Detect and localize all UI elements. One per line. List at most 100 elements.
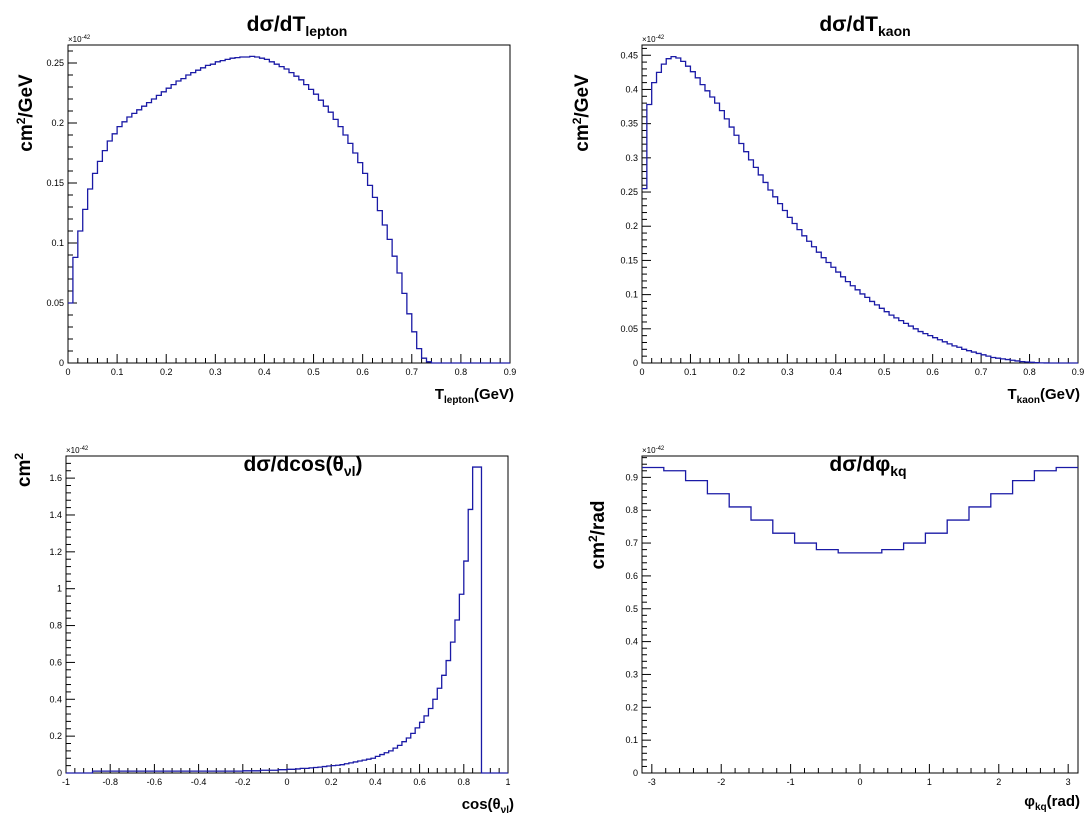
x-axis-label: φkq(rad) [1024, 793, 1080, 813]
y-tick-label: 1.4 [49, 510, 62, 520]
y-tick-label: 0 [633, 768, 638, 778]
y-multiplier-label: ×10-42 [642, 446, 665, 455]
x-axis-label: Tlepton(GeV) [435, 386, 514, 406]
x-tick-label: -1 [787, 777, 795, 787]
y-multiplier-label: ×10-42 [68, 35, 91, 44]
y-tick-label: 0 [57, 768, 62, 778]
x-tick-label: -0.6 [147, 777, 163, 787]
x-tick-label: 0.1 [111, 367, 124, 377]
chart-title: dσ/dTlepton [247, 13, 348, 39]
x-tick-label: 2 [996, 777, 1001, 787]
y-tick-label: 1 [57, 584, 62, 594]
x-tick-label: 0 [857, 777, 862, 787]
x-tick-label: 0.2 [325, 777, 338, 787]
x-tick-label: 0.5 [307, 367, 320, 377]
x-axis-label: cos(θνl) [462, 796, 514, 816]
y-tick-label: 0.15 [46, 178, 64, 188]
y-tick-label: 0.2 [51, 118, 64, 128]
plot-frame [65, 455, 509, 774]
x-tick-label: 0.3 [209, 367, 222, 377]
y-tick-label: 0.3 [625, 669, 638, 679]
y-tick-label: 0 [59, 358, 64, 368]
histogram-series [66, 466, 508, 774]
y-tick-label: 0.1 [625, 735, 638, 745]
y-tick-label: 1.6 [49, 473, 62, 483]
histogram-series [642, 55, 1078, 364]
chart-title: dσ/dφkq [829, 453, 906, 479]
histogram-series [68, 55, 510, 364]
x-tick-label: 0.2 [160, 367, 173, 377]
x-tick-label: 0.9 [504, 367, 517, 377]
x-tick-label: 0.8 [458, 777, 471, 787]
x-tick-label: 0.5 [878, 367, 891, 377]
x-tick-label: -1 [62, 777, 70, 787]
x-tick-label: 0.6 [926, 367, 939, 377]
x-tick-label: 0 [639, 367, 644, 377]
y-tick-label: 0.2 [49, 731, 62, 741]
y-tick-label: 0.6 [625, 571, 638, 581]
histogram-series [642, 466, 1078, 554]
y-tick-label: 0.8 [625, 505, 638, 515]
y-tick-label: 1.2 [49, 547, 62, 557]
x-tick-label: 0.6 [356, 367, 369, 377]
x-tick-label: 0.4 [830, 367, 843, 377]
y-axis-label: cm2/GeV [570, 74, 593, 152]
x-tick-label: 0 [65, 367, 70, 377]
chart-panel-2: 0 0.1 0.2 0.3 0.4 0.5 0.6 0.7 0.8 0.9 0 0.05 0.1 0.15… [570, 13, 1084, 406]
x-tick-label: 0.4 [369, 777, 382, 787]
x-tick-label: 1 [927, 777, 932, 787]
y-tick-label: 0.15 [620, 255, 638, 265]
x-tick-label: 0.6 [413, 777, 426, 787]
y-tick-label: 0.4 [49, 694, 62, 704]
y-axis-label: cm2/GeV [14, 74, 37, 152]
y-axis-label: cm2/rad [586, 500, 609, 569]
y-tick-label: 0.05 [46, 298, 64, 308]
y-tick-label: 0.35 [620, 119, 638, 129]
chart-panel-3: -1 -0.8 -0.6 -0.4 -0.2 0 0.2 0.4 0.6 0.8 1 0 0.2 0.4 0… [12, 446, 514, 816]
x-tick-label: 0.1 [684, 367, 697, 377]
y-tick-label: 0.2 [625, 221, 638, 231]
y-tick-label: 0 [633, 358, 638, 368]
x-tick-label: -0.8 [102, 777, 118, 787]
x-tick-label: 0.7 [975, 367, 988, 377]
y-tick-label: 0.6 [49, 657, 62, 667]
y-axis-label: cm2 [12, 453, 35, 487]
y-tick-label: 0.1 [51, 238, 64, 248]
y-tick-label: 0.3 [625, 153, 638, 163]
x-tick-label: 0.2 [733, 367, 746, 377]
chart-title: dσ/dTkaon [819, 13, 910, 39]
x-tick-label: 0 [284, 777, 289, 787]
x-tick-label: 1 [505, 777, 510, 787]
x-tick-label: 0.4 [258, 367, 271, 377]
x-tick-label: -3 [648, 777, 656, 787]
y-tick-label: 0.2 [625, 702, 638, 712]
chart-title: dσ/dcos(θνl) [243, 453, 362, 479]
plot-frame [641, 455, 1079, 774]
y-tick-label: 0.4 [625, 637, 638, 647]
x-axis-label: Tkaon(GeV) [1007, 386, 1080, 406]
y-tick-label: 0.4 [625, 84, 638, 94]
x-tick-label: 0.8 [455, 367, 468, 377]
plot-frame [641, 44, 1079, 364]
x-tick-label: -0.2 [235, 777, 251, 787]
y-multiplier-label: ×10-42 [642, 35, 665, 44]
y-tick-label: 0.8 [49, 621, 62, 631]
y-tick-label: 0.45 [620, 50, 638, 60]
y-tick-label: 0.25 [46, 58, 64, 68]
y-tick-label: 0.7 [625, 538, 638, 548]
y-tick-label: 0.05 [620, 324, 638, 334]
chart-panel-4: -3 -2 -1 0 1 2 3 0 0.1 0.2 0.3 0.4 0.5 0.6 0.7 0.8 0.9 ×1… [586, 446, 1080, 813]
plot-frame [67, 44, 511, 364]
y-tick-label: 0.5 [625, 604, 638, 614]
x-tick-label: 0.7 [406, 367, 419, 377]
x-tick-label: 3 [1066, 777, 1071, 787]
x-tick-label: -0.4 [191, 777, 207, 787]
x-tick-label: 0.3 [781, 367, 794, 377]
y-tick-label: 0.25 [620, 187, 638, 197]
chart-panel-1: 0 0.1 0.2 0.3 0.4 0.5 0.6 0.7 0.8 0.9 0 0.05 0.1 0.15… [14, 13, 516, 406]
y-tick-label: 0.9 [625, 472, 638, 482]
y-tick-label: 0.1 [625, 290, 638, 300]
x-tick-label: 0.9 [1072, 367, 1084, 377]
y-multiplier-label: ×10-42 [66, 446, 89, 455]
